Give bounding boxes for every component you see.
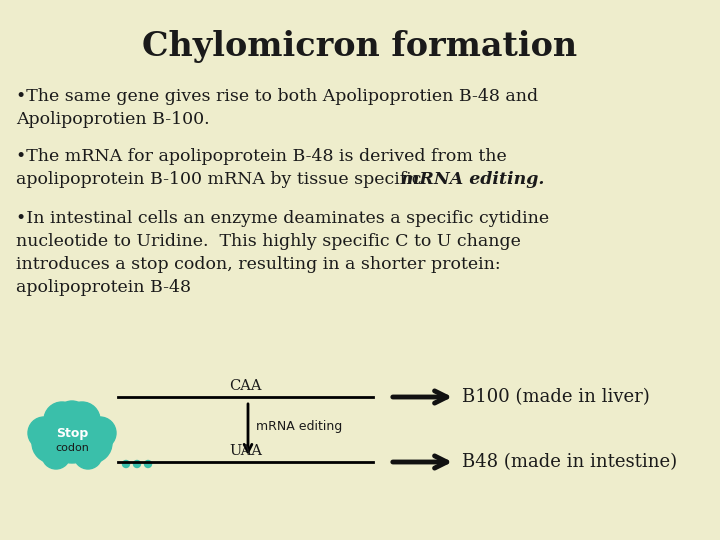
Text: nucleotide to Uridine.  This highly specific C to U change: nucleotide to Uridine. This highly speci…: [16, 233, 521, 250]
Text: introduces a stop codon, resulting in a shorter protein:: introduces a stop codon, resulting in a …: [16, 256, 500, 273]
Circle shape: [74, 441, 102, 469]
Text: Apolipoprotien B-100.: Apolipoprotien B-100.: [16, 111, 210, 128]
Text: •The mRNA for apolipoprotein B-48 is derived from the: •The mRNA for apolipoprotein B-48 is der…: [16, 148, 507, 165]
Circle shape: [72, 423, 112, 463]
Circle shape: [42, 441, 70, 469]
Circle shape: [145, 461, 151, 468]
Circle shape: [64, 402, 100, 438]
Circle shape: [44, 402, 80, 438]
Text: mRNA editing: mRNA editing: [256, 420, 342, 433]
Circle shape: [122, 461, 130, 468]
Circle shape: [46, 411, 98, 463]
Text: codon: codon: [55, 443, 89, 453]
Text: B100 (made in liver): B100 (made in liver): [462, 388, 649, 406]
Text: apolipoprotein B-100 mRNA by tissue specific: apolipoprotein B-100 mRNA by tissue spec…: [16, 171, 427, 188]
Text: •The same gene gives rise to both Apolipoprotien B-48 and: •The same gene gives rise to both Apolip…: [16, 88, 538, 105]
Text: UAA: UAA: [229, 444, 262, 458]
Text: B48 (made in intestine): B48 (made in intestine): [462, 453, 677, 471]
Circle shape: [56, 401, 88, 433]
Text: •In intestinal cells an enzyme deaminates a specific cytidine: •In intestinal cells an enzyme deaminate…: [16, 210, 549, 227]
Text: Stop: Stop: [56, 428, 88, 441]
Circle shape: [28, 417, 60, 449]
Circle shape: [32, 423, 72, 463]
Text: Chylomicron formation: Chylomicron formation: [143, 30, 577, 63]
Text: mRNA editing.: mRNA editing.: [401, 171, 544, 188]
Circle shape: [84, 417, 116, 449]
Text: CAA: CAA: [229, 379, 262, 393]
Text: apolipoprotein B-48: apolipoprotein B-48: [16, 279, 191, 296]
Circle shape: [133, 461, 140, 468]
